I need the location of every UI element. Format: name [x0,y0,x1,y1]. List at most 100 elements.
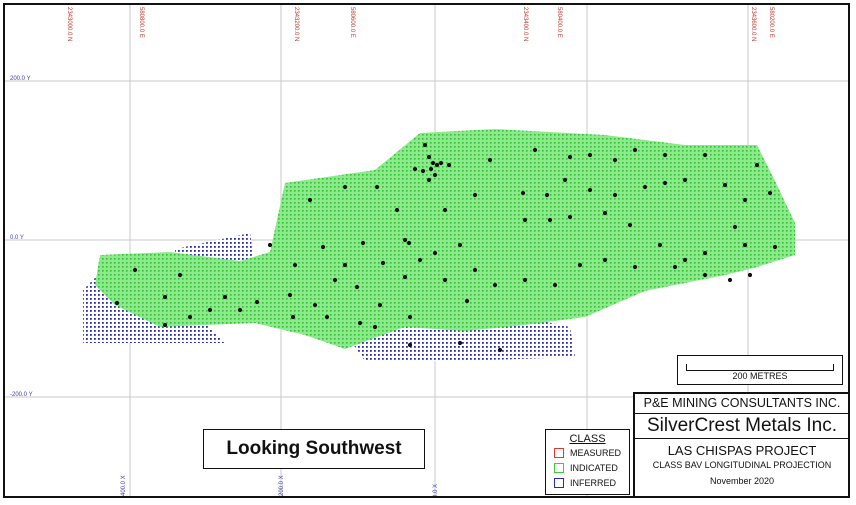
legend-item-indicated: INDICATED [554,461,629,475]
projection-subtitle: CLASS BAV LONGITUDINAL PROJECTION [652,460,832,470]
drill-pierce-point [754,162,760,168]
drill-pierce-point [727,277,733,283]
drill-pierce-point [342,262,348,268]
grid-label-left-2: 0.0 Y [10,235,24,241]
drill-pierce-point [426,154,432,160]
drill-pierce-point [472,267,478,273]
drill-pierce-point [632,264,638,270]
drill-pierce-point [722,182,728,188]
grid-label-bottom-2: -200.0 X [279,475,285,498]
drill-pierce-point [332,277,338,283]
drill-pierce-point [187,314,193,320]
drill-pierce-point [162,294,168,300]
drill-pierce-point [267,242,273,248]
grid-label-top-8: 580200.0 E [768,7,774,38]
drill-pierce-point [587,187,593,193]
legend-label-inferred: INFERRED [570,478,617,488]
grid-label-left-1: 200.0 Y [10,76,31,82]
scale-bar-label: 200 METRES [732,371,788,381]
drill-pierce-point [682,257,688,263]
drill-pierce-point [767,190,773,196]
drill-pierce-point [354,284,360,290]
drill-pierce-point [567,214,573,220]
grid-label-top-3: 2343200.0 N [293,7,299,41]
drill-pierce-point [562,177,568,183]
drill-pierce-point [612,192,618,198]
legend-item-inferred: INFERRED [554,476,629,490]
drill-pierce-point [747,272,753,278]
drill-pierce-point [407,342,413,348]
drill-pierce-point [627,222,633,228]
grid-labels: 2343000.0 N 580800.0 E 2343200.0 N 58060… [10,7,774,498]
drill-pierce-point [360,240,366,246]
drill-pierce-point [407,314,413,320]
drill-pierce-point [662,152,668,158]
drill-pierce-point [114,300,120,306]
longitudinal-projection-map: 2343000.0 N 580800.0 E 2343200.0 N 58060… [5,5,848,498]
drill-pierce-point [442,277,448,283]
drill-pierce-point [207,307,213,313]
grid-label-top-4: 580600.0 E [349,7,355,38]
drill-pierce-point [682,177,688,183]
drill-pierce-point [657,242,663,248]
drill-pierce-point [377,302,383,308]
drill-pierce-point [222,294,228,300]
drill-pierce-point [742,242,748,248]
drill-pierce-point [702,152,708,158]
drill-pierce-point [552,282,558,288]
drill-pierce-point [420,168,426,174]
drill-pierce-point [446,162,452,168]
drill-pierce-point [426,177,432,183]
legend-title: CLASS [569,433,606,445]
drill-pierce-point [307,197,313,203]
grid-label-top-6: 580400.0 E [556,7,562,38]
drill-pierce-point [292,262,298,268]
drill-pierce-point [374,184,380,190]
drill-pierce-point [492,282,498,288]
drill-pierce-point [772,244,778,250]
legend-label-measured: MEASURED [570,448,622,458]
drill-pierce-point [428,166,434,172]
drill-pierce-point [372,324,378,330]
legend-item-measured: MEASURED [554,446,629,460]
project-name: LAS CHISPAS PROJECT [667,443,817,458]
drill-pierce-point [472,192,478,198]
view-direction-label: Looking Southwest [203,429,425,469]
drill-pierce-points [114,142,778,353]
indicated-swatch [554,463,564,473]
drill-pierce-point [732,224,738,230]
drill-pierce-point [434,162,440,168]
drill-pierce-point [672,264,678,270]
drill-pierce-point [547,217,553,223]
drill-pierce-point [532,147,538,153]
class-legend: CLASS MEASURED INDICATED INFERRED [545,429,630,495]
drill-pierce-point [442,207,448,213]
drill-pierce-point [497,347,503,353]
drill-pierce-point [602,210,608,216]
drill-pierce-point [522,277,528,283]
drill-pierce-point [612,157,618,163]
drill-pierce-point [432,250,438,256]
grid-label-bottom-1: -400.0 X [121,475,127,498]
drill-pierce-point [132,267,138,273]
map-date: November 2020 [709,476,775,486]
drill-pierce-point [602,257,608,263]
drill-pierce-point [324,314,330,320]
drill-pierce-point [432,172,438,178]
drill-pierce-point [457,242,463,248]
drill-pierce-point [438,160,444,166]
drill-pierce-point [422,142,428,148]
grid-label-top-2: 580800.0 E [138,7,144,38]
drill-pierce-point [177,272,183,278]
drill-pierce-point [544,192,550,198]
drill-pierce-point [237,307,243,313]
drill-pierce-point [522,217,528,223]
title-block: P&E MINING CONSULTANTS INC. SilverCrest … [633,392,848,496]
grid-label-top-7: 2343600.0 N [750,7,756,41]
drill-pierce-point [254,299,260,305]
drill-pierce-point [487,157,493,163]
grid-label-top-5: 2343400.0 N [522,7,528,41]
drill-pierce-point [662,180,668,186]
scale-bar: 200 METRES [677,355,843,385]
drill-pierce-point [430,160,436,166]
